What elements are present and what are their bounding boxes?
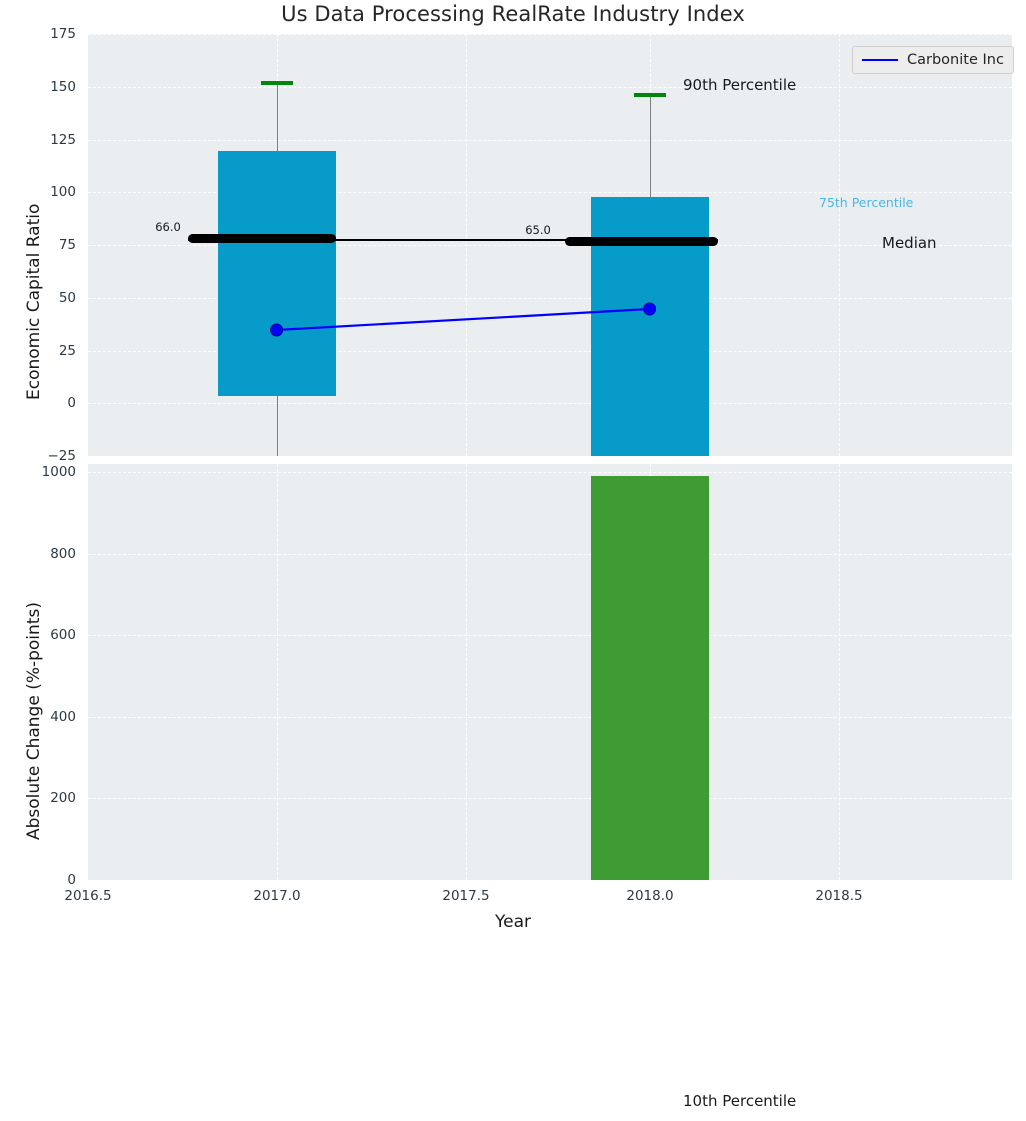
annotation-median: Median [882, 234, 937, 252]
median-bar-2018 [565, 237, 718, 246]
ytick-top-75: 75 [58, 237, 76, 253]
median-bar-2017 [188, 234, 336, 243]
series-carbonite-inc [270, 302, 657, 337]
legend-swatch-carbonite-inc [862, 59, 898, 61]
bar-absolute-change-2018 [591, 476, 709, 880]
ytick-bottom-200: 200 [50, 790, 76, 807]
gridline-y-800 [88, 553, 1012, 555]
ytick-top-50: 50 [58, 289, 76, 306]
median-connector [188, 239, 718, 241]
gridline-y-200 [88, 798, 1012, 800]
ytick-top-150: 150 [50, 78, 76, 95]
ytick-bottom-600: 600 [50, 627, 76, 644]
gridline-y-1000 [88, 472, 1012, 473]
gridline-y-600 [88, 635, 1012, 637]
ytick-top-100: 100 [50, 184, 76, 201]
xtick-2017-5: 2017.5 [442, 888, 490, 904]
whisker-cap-p90-2018 [634, 93, 666, 97]
legend-label-carbonite-inc: Carbonite Inc [907, 52, 1004, 68]
annotation-10th-percentile: 10th Percentile [683, 1092, 797, 1110]
ytick-bottom-0: 0 [67, 872, 76, 888]
median-value-2017: 66.0 [155, 220, 181, 234]
ytick-bottom-1000: 1000 [41, 464, 76, 480]
legend[interactable]: Carbonite Inc [852, 46, 1014, 74]
ytick-top-0: 0 [67, 395, 76, 412]
median-value-2018: 65.0 [525, 223, 551, 237]
y-axis-label-bottom: Absolute Change (%-points) [24, 602, 44, 840]
gridline-x-2017-5 [466, 464, 467, 880]
plot-area-absolute-change [88, 464, 1012, 881]
xtick-2017-0: 2017.0 [253, 888, 301, 904]
chart-title: Us Data Processing RealRate Industry Ind… [281, 2, 745, 26]
y-axis-label-top: Economic Capital Ratio [24, 203, 44, 400]
annotation-90th-percentile: 90th Percentile [683, 76, 797, 94]
ytick-top-125: 125 [50, 131, 76, 148]
xtick-2018-5: 2018.5 [815, 888, 863, 904]
ytick-bottom-800: 800 [50, 545, 76, 562]
gridline-y-neg25 [88, 456, 1012, 457]
gridline-x-2017 [277, 464, 278, 880]
whisker-cap-p90-2017 [261, 81, 293, 85]
ytick-top-neg25: −25 [47, 448, 77, 464]
xtick-2016-5: 2016.5 [64, 888, 112, 904]
gridline-x-2018-5 [839, 464, 840, 880]
plot-area-economic-capital-ratio: 66.0 65.0 90th Percentile 75th Percentil… [88, 34, 1012, 457]
gridline-y-400 [88, 716, 1012, 718]
ytick-bottom-400: 400 [50, 708, 76, 725]
annotation-75th-percentile: 75th Percentile [819, 195, 914, 210]
x-axis-label: Year [495, 912, 531, 932]
gridline-y-0 [88, 880, 1012, 881]
ytick-top-25: 25 [58, 342, 76, 359]
box-2017 [218, 151, 336, 396]
xtick-2018-0: 2018.0 [626, 888, 674, 904]
ytick-top-175: 175 [50, 26, 76, 42]
